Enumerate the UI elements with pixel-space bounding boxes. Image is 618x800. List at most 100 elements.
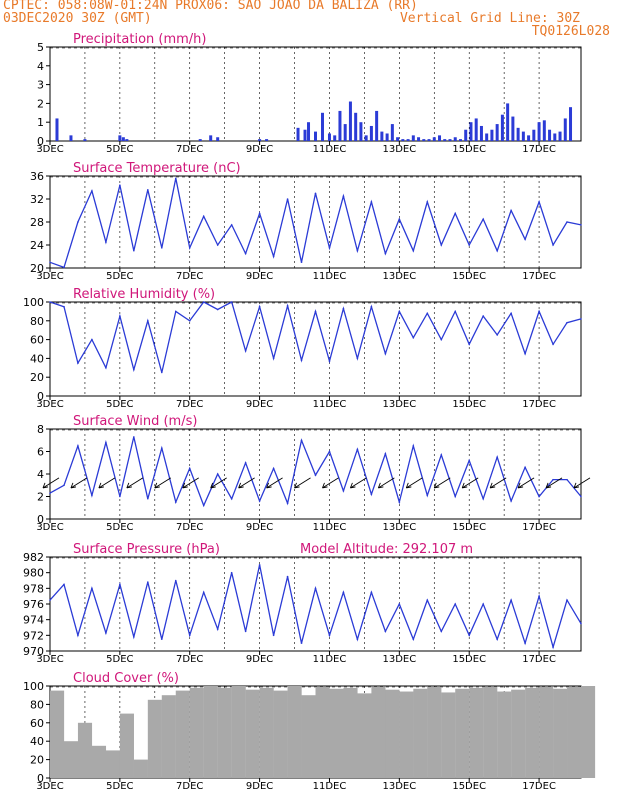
- precip-bar: [369, 125, 373, 141]
- x-tick-label: 13DEC: [382, 399, 416, 410]
- series-point: [552, 244, 554, 246]
- x-tick-label: 15DEC: [452, 399, 486, 410]
- series-point: [286, 575, 289, 578]
- y-tick-label: 0: [37, 513, 44, 526]
- header-location: CPTEC: 058:08W-01:24N PROX06: SAO JOAO D…: [3, 0, 418, 13]
- header-model-code: TQ0126L028: [531, 24, 610, 39]
- precip-bar: [327, 133, 331, 141]
- cloud-bar: [259, 687, 274, 778]
- wind-arrow: [350, 477, 367, 489]
- cloud-bar: [483, 686, 498, 778]
- series-point: [314, 310, 317, 313]
- y-tick-label: 32: [30, 193, 44, 206]
- panel-frame: [49, 175, 582, 269]
- series-point: [496, 638, 498, 641]
- series-point: [398, 603, 401, 605]
- cloud-bar: [553, 688, 568, 778]
- cloud-bar: [413, 688, 428, 778]
- precip-bar: [83, 139, 87, 141]
- precip-bar: [380, 131, 384, 141]
- cloud-bar: [329, 688, 344, 778]
- series-point: [580, 495, 582, 498]
- wind-arrow-head: [210, 486, 216, 489]
- wind-arrow-head: [517, 482, 521, 489]
- series-point: [370, 201, 373, 203]
- x-tick-label: 3DEC: [36, 399, 63, 410]
- x-tick-label: 5DEC: [106, 781, 133, 792]
- wind-arrow-head: [433, 482, 437, 489]
- precip-bar: [303, 129, 307, 141]
- series-point: [77, 634, 79, 637]
- series-point: [286, 304, 289, 307]
- panel-title: Relative Humidity (%): [73, 287, 215, 302]
- wind-arrow: [573, 477, 591, 489]
- wind-arrow-head: [98, 482, 102, 489]
- cloud-bar: [357, 693, 372, 778]
- x-tick-label: 13DEC: [382, 522, 416, 533]
- panel-title: Surface Temperature (nC): [73, 161, 241, 176]
- series-point: [119, 315, 121, 317]
- series-point: [188, 320, 191, 322]
- wind-arrow: [294, 477, 311, 489]
- precip-bar: [265, 139, 269, 141]
- series-point: [454, 495, 457, 498]
- series-point: [314, 192, 317, 195]
- series-point: [63, 305, 65, 308]
- cloud-bar: [399, 691, 414, 778]
- y-tick-label: 976: [23, 598, 44, 611]
- y-tick-label: 20: [30, 262, 44, 275]
- y-tick-label: 980: [23, 567, 44, 580]
- series-point: [77, 221, 79, 223]
- x-tick-label: 7DEC: [176, 654, 203, 665]
- precip-bar: [385, 133, 389, 141]
- precip-bar: [333, 135, 337, 141]
- cloud-bar: [371, 686, 386, 778]
- series-point: [482, 315, 484, 317]
- series-point: [77, 445, 79, 447]
- wind-arrow-head: [154, 482, 158, 489]
- series-point: [133, 249, 135, 252]
- wind-arrow-head: [518, 486, 524, 489]
- precip-bar: [532, 129, 536, 141]
- series-point: [328, 247, 331, 249]
- cloud-bar: [343, 687, 358, 778]
- series-point: [216, 244, 219, 246]
- series-point: [119, 184, 121, 186]
- y-tick-label: 24: [30, 239, 44, 252]
- cloud-bar: [301, 695, 316, 778]
- series-point: [412, 249, 415, 252]
- series-point: [412, 445, 415, 447]
- precip-bar: [125, 139, 129, 141]
- wind-arrow-head: [322, 482, 325, 489]
- wind-arrow: [322, 477, 339, 489]
- y-tick-label: 2: [37, 97, 44, 110]
- cloud-bar: [133, 759, 148, 778]
- series-point: [510, 599, 512, 601]
- y-tick-label: 36: [30, 170, 44, 183]
- series-point: [133, 636, 135, 638]
- x-tick-label: 15DEC: [452, 781, 486, 792]
- cloud-bar: [315, 686, 330, 778]
- series-point: [105, 367, 107, 369]
- x-tick-label: 5DEC: [106, 522, 133, 533]
- x-tick-label: 3DEC: [36, 522, 63, 533]
- series-point: [482, 218, 484, 220]
- series-point: [566, 478, 568, 481]
- wind-arrow-head: [322, 486, 328, 489]
- series-point: [342, 195, 345, 197]
- wind-arrow-head: [126, 486, 132, 489]
- wind-arrow-head: [42, 486, 49, 489]
- series-point: [552, 343, 554, 346]
- series-point: [174, 501, 177, 503]
- x-tick-label: 11DEC: [313, 654, 347, 665]
- wind-arrow-head: [350, 486, 356, 489]
- cloud-bar: [119, 713, 134, 778]
- series-point: [272, 357, 275, 360]
- y-tick-label: 4: [37, 60, 44, 73]
- x-tick-label: 9DEC: [246, 654, 273, 665]
- x-tick-label: 11DEC: [313, 144, 347, 155]
- x-tick-label: 3DEC: [36, 271, 63, 282]
- precip-bar: [432, 137, 436, 141]
- series-point: [398, 218, 401, 220]
- series-point: [91, 190, 93, 192]
